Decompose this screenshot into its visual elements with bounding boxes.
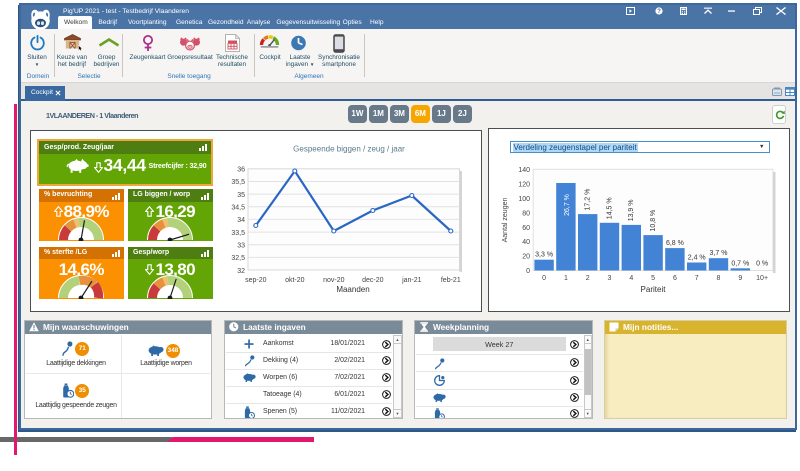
svg-text:9: 9: [738, 275, 742, 282]
svg-text:120: 120: [518, 181, 530, 188]
svg-text:10,8 %: 10,8 %: [650, 210, 657, 232]
svg-text:34: 34: [237, 217, 245, 224]
svg-text:0: 0: [542, 275, 546, 282]
svg-text:10+: 10+: [756, 275, 768, 282]
svg-text:dec-20: dec-20: [362, 277, 384, 284]
svg-text:2: 2: [586, 275, 590, 282]
svg-text:jan-21: jan-21: [401, 277, 422, 284]
svg-text:3,3 %: 3,3 %: [535, 252, 553, 259]
svg-text:7: 7: [695, 275, 699, 282]
svg-text:32: 32: [237, 267, 245, 274]
svg-text:0 %: 0 %: [756, 260, 768, 267]
svg-text:140: 140: [518, 167, 530, 174]
svg-text:Aantal zeugen: Aantal zeugen: [502, 198, 509, 243]
svg-text:14,5 %: 14,5 %: [606, 197, 613, 219]
svg-text:36: 36: [237, 166, 245, 173]
svg-text:3,7 %: 3,7 %: [710, 250, 728, 257]
svg-text:33: 33: [237, 242, 245, 249]
svg-text:3: 3: [608, 275, 612, 282]
svg-text:Maanden: Maanden: [336, 285, 369, 294]
svg-text:6: 6: [673, 275, 677, 282]
svg-text:35,5: 35,5: [231, 179, 245, 186]
svg-text:60: 60: [522, 225, 530, 232]
svg-text:26,7 %: 26,7 %: [564, 194, 571, 216]
svg-text:20: 20: [522, 254, 530, 261]
svg-text:sep-20: sep-20: [245, 277, 267, 284]
svg-text:nov-20: nov-20: [323, 277, 345, 284]
svg-text:0,7 %: 0,7 %: [731, 260, 749, 267]
svg-text:35: 35: [237, 191, 245, 198]
svg-text:4: 4: [629, 275, 633, 282]
svg-text:34,5: 34,5: [231, 204, 245, 211]
svg-text:33,5: 33,5: [231, 229, 245, 236]
svg-text:6,8 %: 6,8 %: [666, 240, 684, 247]
svg-text:100: 100: [518, 196, 530, 203]
svg-text:0: 0: [526, 268, 530, 275]
svg-text:32,5: 32,5: [231, 255, 245, 262]
svg-text:5: 5: [651, 275, 655, 282]
svg-text:40: 40: [522, 239, 530, 246]
svg-text:13,9 %: 13,9 %: [628, 200, 635, 222]
svg-text:80: 80: [522, 210, 530, 217]
svg-text:2,4 %: 2,4 %: [688, 255, 706, 262]
svg-text:1: 1: [564, 275, 568, 282]
svg-text:feb-21: feb-21: [440, 277, 460, 284]
svg-text:17,2 %: 17,2 %: [585, 189, 592, 211]
svg-text:8: 8: [717, 275, 721, 282]
svg-text:?: ?: [657, 8, 661, 15]
svg-text:okt-20: okt-20: [285, 277, 305, 284]
svg-text:Gespeende biggen / zeug / jaar: Gespeende biggen / zeug / jaar: [293, 144, 405, 153]
svg-text:Pariteit: Pariteit: [641, 285, 667, 294]
